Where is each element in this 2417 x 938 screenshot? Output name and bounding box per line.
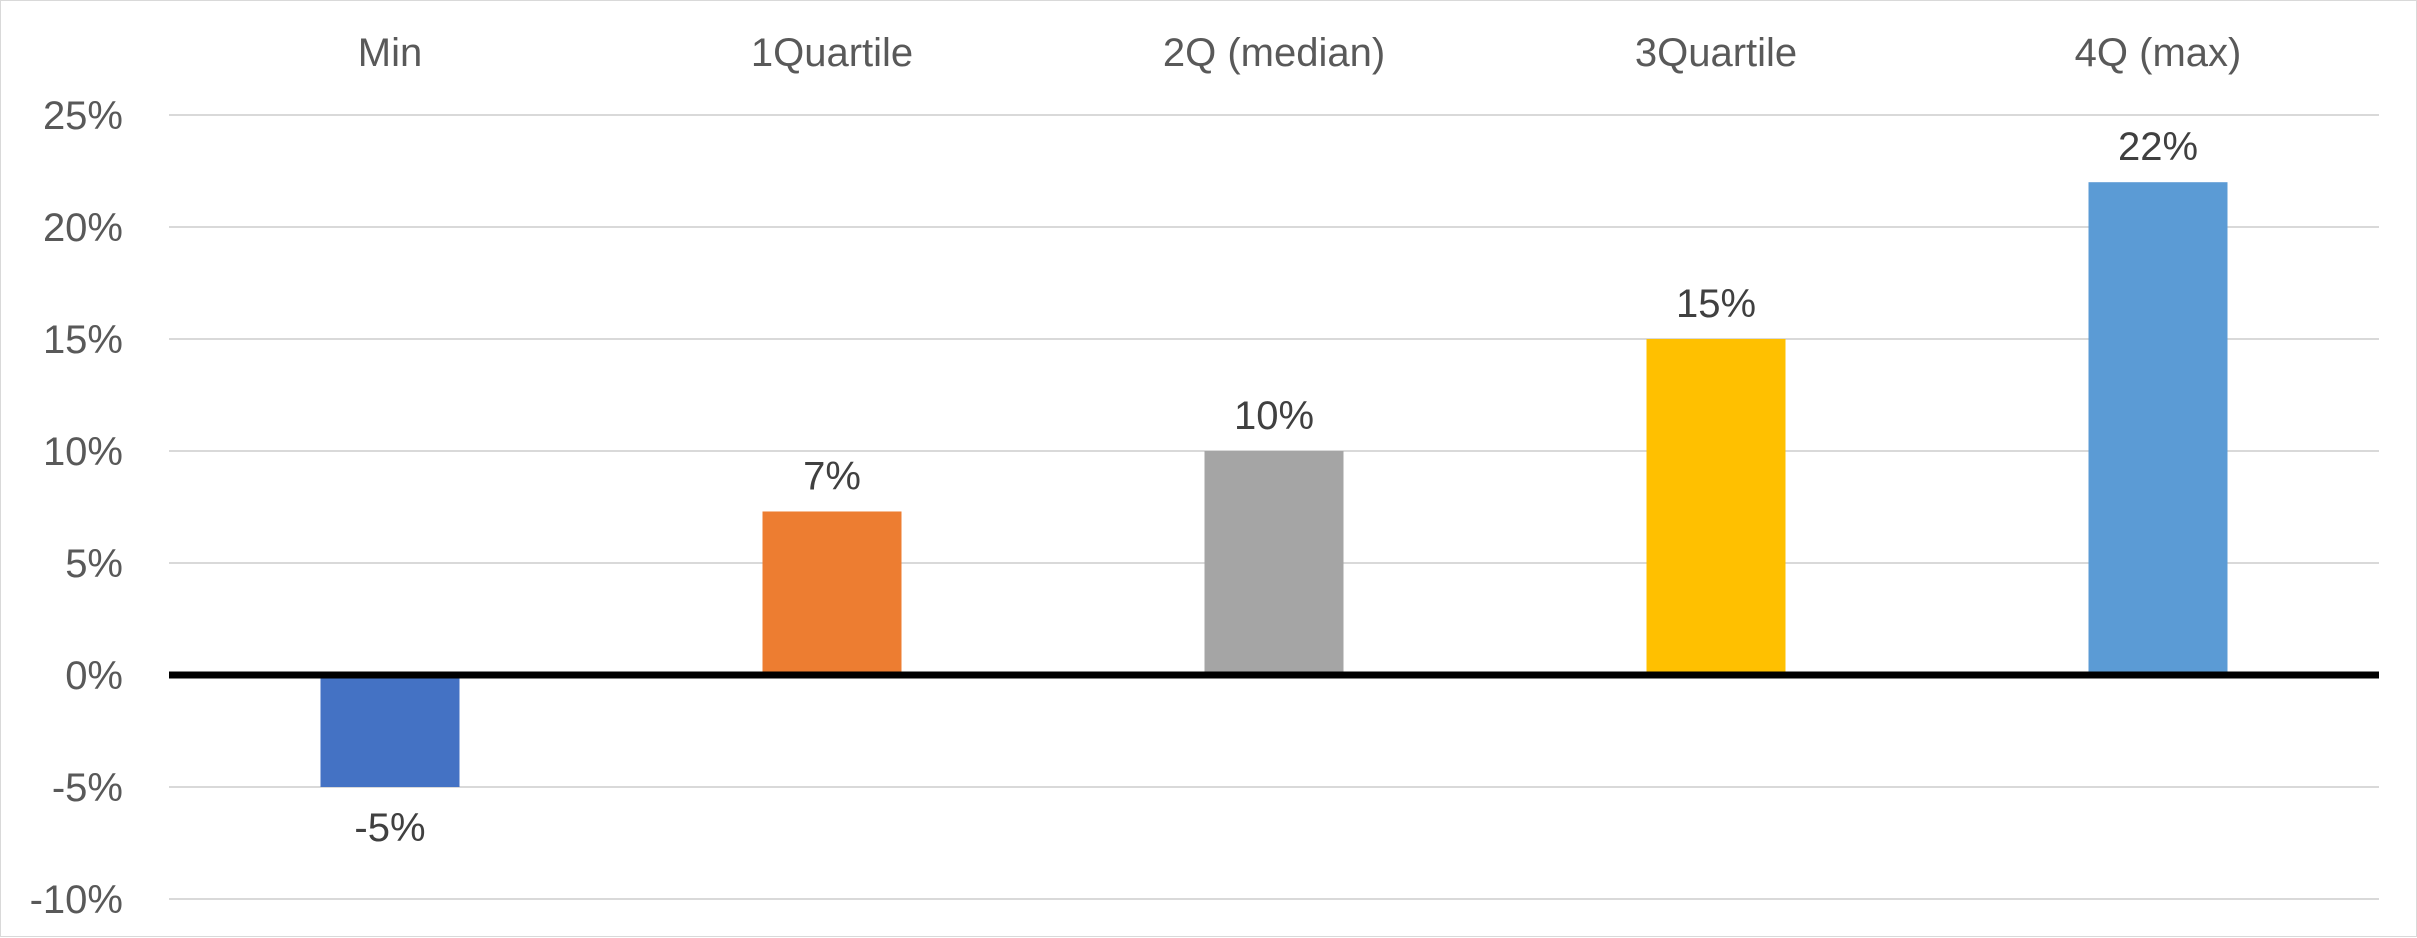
category-labels: Min 1Quartile 2Q (median) 3Quartile 4Q (max)	[358, 31, 2242, 75]
bar-4	[2088, 182, 2228, 675]
data-label: 15%	[1676, 282, 1756, 326]
category-label: 4Q (max)	[2075, 31, 2242, 75]
y-tick-label: 15%	[43, 318, 123, 362]
data-label: -5%	[354, 806, 425, 850]
bar-0	[320, 675, 460, 787]
y-tick-label: 0%	[65, 654, 123, 698]
y-axis-tick-labels: 25% 20% 15% 10% 5% 0% -5% -10%	[30, 94, 123, 922]
y-tick-label: 25%	[43, 94, 123, 138]
y-tick-label: 20%	[43, 206, 123, 250]
y-tick-label: -10%	[30, 878, 123, 922]
category-label: 2Q (median)	[1163, 31, 1385, 75]
bar-3	[1646, 339, 1786, 675]
bar-2	[1204, 451, 1344, 675]
data-label: 22%	[2118, 125, 2198, 169]
y-tick-label: -5%	[52, 766, 123, 810]
bar-1	[762, 511, 902, 675]
category-label: Min	[358, 31, 422, 75]
data-labels: -5% 7% 10% 15% 22%	[354, 125, 2198, 850]
y-tick-label: 10%	[43, 430, 123, 474]
y-tick-label: 5%	[65, 542, 123, 586]
data-label: 7%	[803, 454, 861, 498]
category-label: 3Quartile	[1635, 31, 1797, 75]
data-label: 10%	[1234, 394, 1314, 438]
bars	[320, 182, 2228, 787]
category-label: 1Quartile	[751, 31, 913, 75]
